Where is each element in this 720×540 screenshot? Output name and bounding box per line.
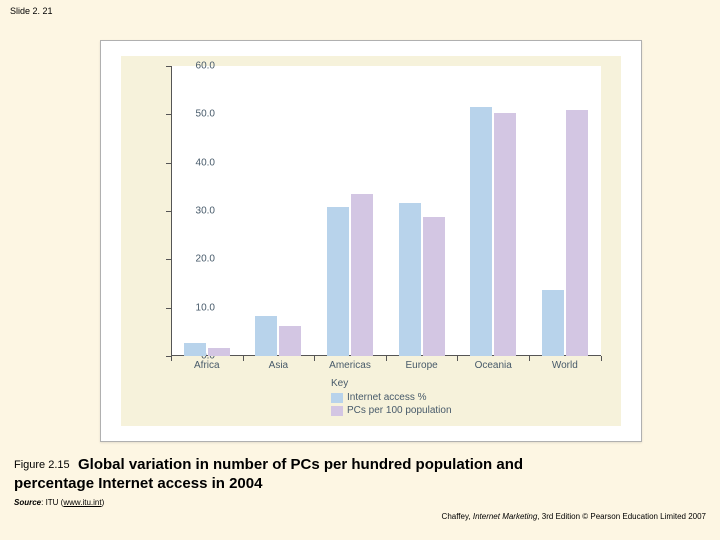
plot-area: 0.010.020.030.040.050.060.0AfricaAsiaAme… bbox=[171, 66, 601, 356]
x-tick bbox=[386, 356, 387, 361]
chart-frame: 0.010.020.030.040.050.060.0AfricaAsiaAme… bbox=[100, 40, 642, 442]
x-tick-label: World bbox=[552, 360, 578, 371]
y-tick bbox=[166, 211, 171, 212]
figure-caption: Figure 2.15 Global variation in number o… bbox=[14, 456, 706, 494]
bar bbox=[399, 203, 421, 356]
x-tick bbox=[314, 356, 315, 361]
x-tick-label: Americas bbox=[329, 360, 371, 371]
y-tick-label: 50.0 bbox=[175, 109, 215, 120]
slide-number-label: Slide 2. 21 bbox=[10, 6, 53, 16]
y-tick bbox=[166, 66, 171, 67]
y-tick-label: 20.0 bbox=[175, 254, 215, 265]
y-tick-label: 10.0 bbox=[175, 302, 215, 313]
chart-legend: Key Internet access %PCs per 100 populat… bbox=[331, 378, 452, 417]
caption-line-2: percentage Internet access in 2004 bbox=[14, 475, 262, 492]
y-tick-label: 30.0 bbox=[175, 206, 215, 217]
bar bbox=[470, 107, 492, 356]
x-tick-label: Europe bbox=[405, 360, 437, 371]
source-prefix: Source bbox=[14, 498, 41, 507]
footer-author: Chaffey, bbox=[442, 512, 471, 521]
bar bbox=[184, 343, 206, 356]
footer-rest: , 3rd Edition © Pearson Education Limite… bbox=[537, 512, 706, 521]
x-tick-label: Asia bbox=[269, 360, 288, 371]
bar bbox=[423, 217, 445, 356]
legend-title: Key bbox=[331, 378, 452, 389]
y-axis bbox=[171, 66, 172, 356]
y-tick bbox=[166, 114, 171, 115]
y-tick-label: 40.0 bbox=[175, 157, 215, 168]
bar bbox=[279, 326, 301, 356]
bar bbox=[351, 194, 373, 356]
legend-item: Internet access % bbox=[331, 391, 452, 404]
legend-label: PCs per 100 population bbox=[347, 404, 452, 417]
legend-label: Internet access % bbox=[347, 391, 426, 404]
bar bbox=[208, 348, 230, 356]
figure-number: Figure 2.15 bbox=[14, 459, 70, 471]
y-tick bbox=[166, 259, 171, 260]
legend-item: PCs per 100 population bbox=[331, 404, 452, 417]
x-tick bbox=[171, 356, 172, 361]
y-tick bbox=[166, 308, 171, 309]
x-tick-label: Africa bbox=[194, 360, 220, 371]
x-tick bbox=[529, 356, 530, 361]
legend-swatch bbox=[331, 393, 343, 403]
bar bbox=[542, 290, 564, 356]
x-tick bbox=[243, 356, 244, 361]
bar bbox=[255, 316, 277, 356]
chart-inner-panel: 0.010.020.030.040.050.060.0AfricaAsiaAme… bbox=[121, 56, 621, 426]
footer-title: Internet Marketing bbox=[473, 512, 537, 521]
source-line: Source: ITU (www.itu.int) bbox=[14, 498, 104, 507]
bar bbox=[566, 110, 588, 356]
source-suffix: ) bbox=[102, 498, 105, 507]
slide-footer: Chaffey, Internet Marketing, 3rd Edition… bbox=[442, 512, 706, 521]
y-tick-label: 60.0 bbox=[175, 61, 215, 72]
bar bbox=[494, 113, 516, 356]
legend-swatch bbox=[331, 406, 343, 416]
y-tick bbox=[166, 163, 171, 164]
x-tick bbox=[601, 356, 602, 361]
bar bbox=[327, 207, 349, 356]
x-tick-label: Oceania bbox=[475, 360, 512, 371]
caption-line-1: Global variation in number of PCs per hu… bbox=[78, 456, 523, 473]
source-text: : ITU ( bbox=[41, 498, 63, 507]
source-link[interactable]: www.itu.int bbox=[63, 498, 101, 507]
x-tick bbox=[457, 356, 458, 361]
